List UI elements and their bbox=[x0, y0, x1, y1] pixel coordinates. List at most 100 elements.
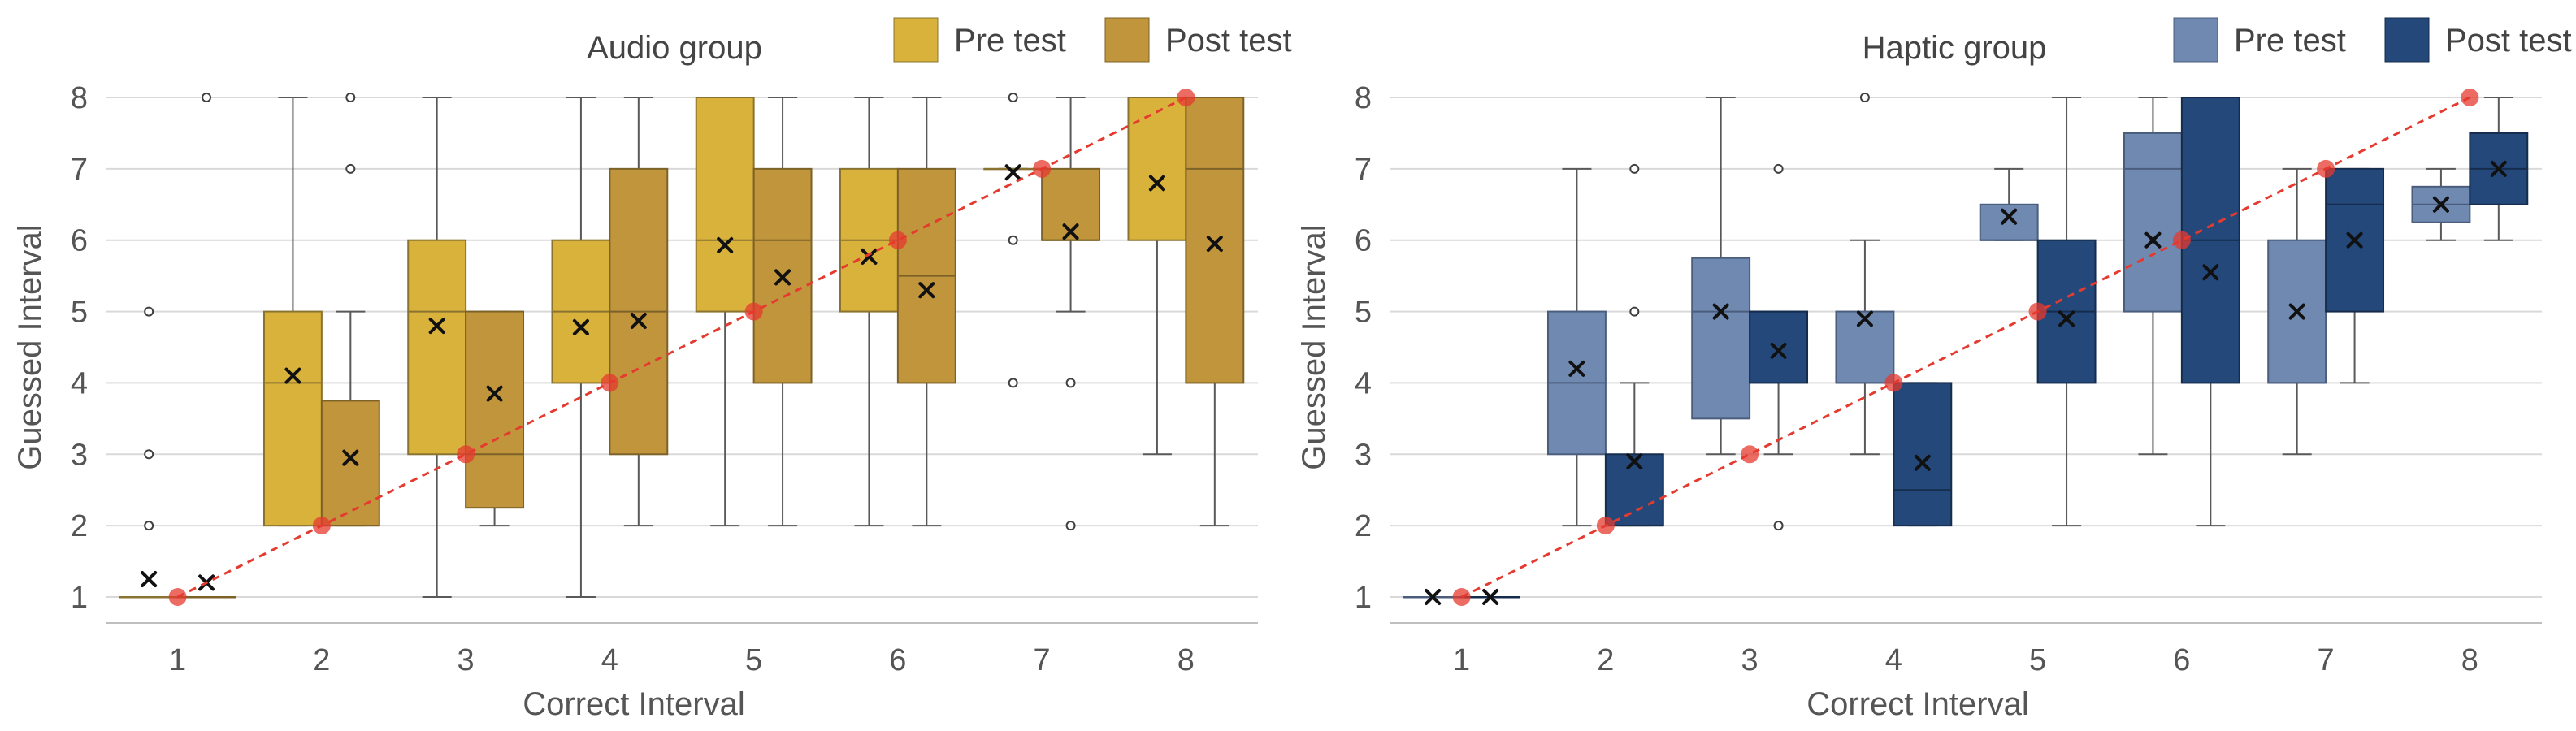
box-post-test-4 bbox=[609, 97, 669, 527]
reference-point bbox=[2461, 89, 2479, 106]
box-post-test-2 bbox=[320, 93, 380, 527]
outlier-point bbox=[1629, 163, 1640, 174]
box-pre-test-4 bbox=[551, 97, 611, 598]
outlier-point bbox=[1008, 93, 1018, 102]
box-iqr bbox=[407, 239, 467, 456]
legend-label: Post test bbox=[2445, 23, 2572, 58]
y-tick-label: 2 bbox=[1355, 509, 1372, 543]
y-tick-label: 4 bbox=[71, 366, 88, 400]
box-iqr bbox=[1691, 257, 1751, 420]
mean-marker bbox=[2058, 310, 2075, 327]
x-tick-label: 8 bbox=[2461, 643, 2478, 677]
outlier-point bbox=[1859, 93, 1870, 102]
x-tick-label: 4 bbox=[601, 643, 618, 677]
box-post-test-4 bbox=[1893, 382, 1953, 527]
reference-point bbox=[312, 517, 331, 535]
box-iqr bbox=[695, 97, 755, 313]
box-post-test-3 bbox=[1749, 163, 1809, 531]
outlier-point bbox=[1065, 521, 1076, 531]
mean-marker bbox=[2346, 231, 2363, 249]
outlier-point bbox=[1008, 235, 1018, 245]
x-tick-label: 7 bbox=[1034, 643, 1051, 677]
box-pre-test-2 bbox=[262, 97, 323, 527]
x-axis-label: Correct Interval bbox=[523, 686, 744, 722]
legend-swatch bbox=[893, 17, 939, 63]
mean-marker bbox=[1062, 223, 1079, 240]
legend-label: Pre test bbox=[954, 23, 1066, 58]
outlier-point bbox=[345, 163, 356, 174]
x-tick-label: 3 bbox=[1741, 643, 1759, 677]
box-pre-test-3 bbox=[407, 97, 467, 598]
y-tick-label: 7 bbox=[1355, 153, 1372, 187]
reference-line bbox=[176, 96, 1187, 599]
box-post-test-8 bbox=[1185, 97, 1245, 527]
mean-marker bbox=[1206, 236, 1223, 253]
box-iqr bbox=[1835, 310, 1895, 384]
box-pre-test-6 bbox=[2123, 97, 2183, 456]
x-tick-label: 1 bbox=[169, 643, 186, 677]
chart-title: Audio group bbox=[587, 30, 762, 66]
box-post-test-2 bbox=[1604, 163, 1664, 527]
outlier-point bbox=[1008, 378, 1018, 388]
y-tick-label: 5 bbox=[1355, 296, 1372, 330]
box-iqr bbox=[1185, 97, 1245, 384]
box-pre-test-5 bbox=[1979, 167, 2039, 241]
box-pre-test-4 bbox=[1835, 93, 1895, 456]
box-post-test-3 bbox=[465, 310, 525, 527]
reference-point bbox=[2172, 231, 2191, 249]
x-tick-label: 3 bbox=[458, 643, 475, 677]
outlier-point bbox=[345, 93, 356, 102]
legend-swatch bbox=[1104, 17, 1150, 63]
legend-label: Pre test bbox=[2234, 23, 2346, 58]
mean-marker bbox=[861, 248, 878, 265]
mean-marker bbox=[1914, 454, 1931, 471]
box-pre-test-1 bbox=[1403, 589, 1463, 605]
chart-title: Haptic group bbox=[1863, 30, 2047, 66]
x-tick-label: 4 bbox=[1885, 643, 1902, 677]
box-iqr bbox=[2123, 132, 2183, 313]
mean-marker bbox=[2288, 303, 2305, 320]
box-iqr bbox=[262, 310, 323, 527]
x-tick-label: 6 bbox=[889, 643, 906, 677]
reference-point bbox=[1596, 517, 1615, 535]
mean-marker bbox=[1148, 175, 1165, 192]
legend-label: Post test bbox=[1165, 23, 1292, 58]
reference-point bbox=[1452, 588, 1471, 606]
box-post-test-8 bbox=[2469, 97, 2529, 241]
reference-point bbox=[601, 374, 619, 392]
mean-marker bbox=[1004, 164, 1021, 181]
box-iqr bbox=[1127, 97, 1187, 241]
reference-point bbox=[2028, 302, 2047, 321]
x-tick-label: 2 bbox=[313, 643, 330, 677]
mean-marker bbox=[717, 236, 734, 253]
mean-marker bbox=[2001, 208, 2018, 225]
x-tick-label: 5 bbox=[745, 643, 762, 677]
y-axis-label: Guessed Interval bbox=[1296, 224, 1332, 469]
mean-marker bbox=[2144, 231, 2162, 249]
x-axis-label: Correct Interval bbox=[1806, 686, 2028, 722]
y-tick-label: 3 bbox=[71, 438, 88, 472]
x-tick-label: 6 bbox=[2173, 643, 2190, 677]
box-pre-test-5 bbox=[695, 97, 755, 527]
reference-point bbox=[168, 588, 187, 606]
reference-point bbox=[888, 231, 907, 249]
outlier-point bbox=[202, 93, 212, 102]
box-pre-test-6 bbox=[839, 97, 899, 527]
haptic-group-panel: Haptic group 1 2 3 4 5 6 7 8 1 2 3 4 5 6 7 8 Correct Inte… bbox=[1296, 17, 2572, 722]
box-iqr bbox=[1893, 382, 1953, 527]
box-iqr bbox=[1749, 310, 1809, 384]
box-iqr bbox=[465, 310, 525, 509]
outlier-point bbox=[144, 449, 154, 460]
box-post-test-7 bbox=[1041, 97, 1101, 531]
y-tick-label: 1 bbox=[71, 581, 88, 615]
box-pre-test-1 bbox=[119, 306, 179, 599]
mean-marker bbox=[342, 449, 359, 466]
y-tick-label: 7 bbox=[71, 153, 88, 187]
mean-marker bbox=[774, 269, 791, 286]
box-pre-test-8 bbox=[2411, 167, 2471, 241]
mean-marker bbox=[2490, 160, 2507, 177]
mean-marker bbox=[1770, 342, 1787, 359]
mean-marker bbox=[1568, 360, 1585, 377]
y-tick-label: 8 bbox=[1355, 81, 1372, 115]
